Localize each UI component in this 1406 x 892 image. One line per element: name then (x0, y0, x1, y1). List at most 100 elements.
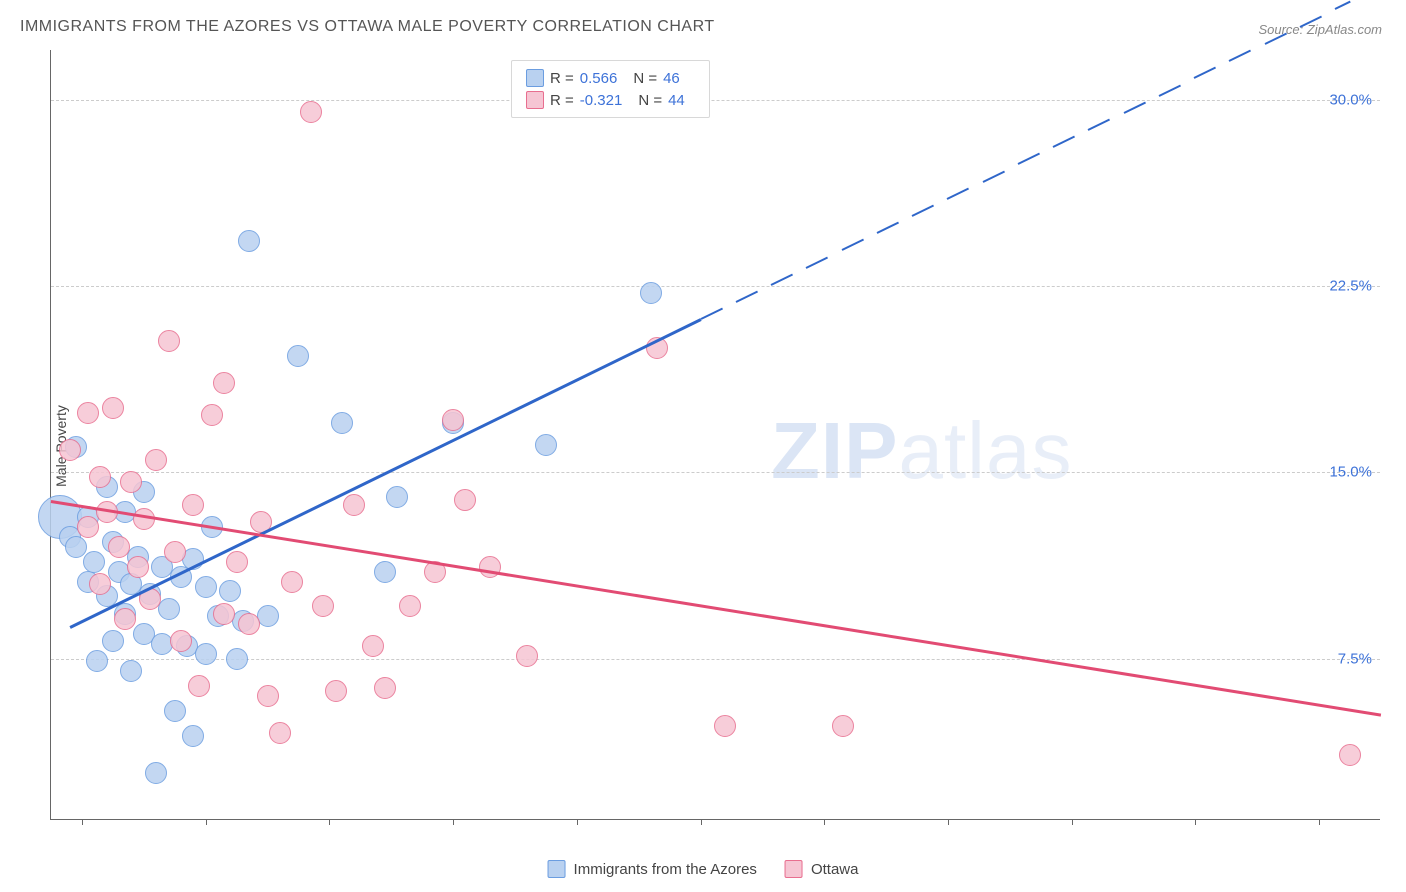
scatter-point-ottawa (201, 404, 223, 426)
scatter-point-ottawa (108, 536, 130, 558)
scatter-point-ottawa (374, 677, 396, 699)
scatter-point-ottawa (59, 439, 81, 461)
watermark-rest: atlas (898, 406, 1072, 495)
plot-area: ZIPatlas 7.5% 15.0% 22.5% 30.0% R = 0.566 N =… (50, 50, 1380, 820)
x-tick (329, 819, 330, 825)
scatter-point-ottawa (213, 603, 235, 625)
scatter-point-ottawa (362, 635, 384, 657)
trendline (1088, 118, 1111, 130)
scatter-point-ottawa (343, 494, 365, 516)
scatter-point-azores (386, 486, 408, 508)
scatter-point-ottawa (281, 571, 303, 593)
x-tick (82, 819, 83, 825)
scatter-point-azores (158, 598, 180, 620)
scatter-point-ottawa (269, 722, 291, 744)
scatter-point-azores (86, 650, 108, 672)
legend-item-ottawa: Ottawa (785, 860, 859, 878)
scatter-point-ottawa (89, 466, 111, 488)
scatter-point-ottawa (325, 680, 347, 702)
scatter-point-ottawa (114, 608, 136, 630)
scatter-point-ottawa (516, 645, 538, 667)
trendline (51, 500, 1381, 716)
scatter-point-ottawa (300, 101, 322, 123)
scatter-point-ottawa (102, 397, 124, 419)
x-tick (453, 819, 454, 825)
scatter-point-ottawa (188, 675, 210, 697)
scatter-point-ottawa (127, 556, 149, 578)
scatter-point-ottawa (226, 551, 248, 573)
scatter-point-azores (219, 580, 241, 602)
stat-val-r: -0.321 (580, 92, 623, 109)
trendline (806, 256, 829, 268)
trendline (1053, 136, 1076, 148)
stats-row-azores: R = 0.566N = 46 (526, 67, 695, 89)
x-tick (206, 819, 207, 825)
scatter-point-azores (374, 561, 396, 583)
scatter-point-azores (83, 551, 105, 573)
y-tick-label: 15.0% (1329, 464, 1372, 481)
scatter-point-azores (145, 762, 167, 784)
bottom-legend: Immigrants from the Azores Ottawa (548, 860, 859, 878)
source-credit: Source: ZipAtlas.com (1258, 22, 1382, 37)
trendline (1017, 153, 1040, 165)
trendline (1158, 84, 1181, 96)
x-tick (701, 819, 702, 825)
scatter-point-azores (640, 282, 662, 304)
trendline (1335, 1, 1351, 10)
scatter-point-azores (287, 345, 309, 367)
scatter-point-ottawa (213, 372, 235, 394)
y-tick-label: 7.5% (1338, 650, 1372, 667)
scatter-point-ottawa (442, 409, 464, 431)
y-tick-label: 22.5% (1329, 277, 1372, 294)
scatter-point-ottawa (714, 715, 736, 737)
scatter-point-azores (182, 725, 204, 747)
scatter-point-azores (164, 700, 186, 722)
gridline-h (51, 472, 1380, 473)
legend-swatch-ottawa (785, 860, 803, 878)
scatter-point-ottawa (454, 489, 476, 511)
stats-row-ottawa: R = -0.321N = 44 (526, 89, 695, 111)
scatter-point-azores (331, 412, 353, 434)
x-tick (1195, 819, 1196, 825)
y-tick-label: 30.0% (1329, 91, 1372, 108)
legend-label-azores: Immigrants from the Azores (574, 861, 757, 878)
x-tick (1072, 819, 1073, 825)
stat-val-r: 0.566 (580, 70, 618, 87)
scatter-point-azores (102, 630, 124, 652)
scatter-point-azores (238, 230, 260, 252)
scatter-point-ottawa (77, 402, 99, 424)
trendline (947, 187, 970, 199)
scatter-point-ottawa (238, 613, 260, 635)
scatter-point-ottawa (182, 494, 204, 516)
scatter-point-ottawa (832, 715, 854, 737)
trendline (912, 205, 935, 217)
scatter-point-ottawa (1339, 744, 1361, 766)
legend-label-ottawa: Ottawa (811, 861, 859, 878)
stat-key-n: N = (638, 92, 662, 109)
scatter-point-azores (195, 576, 217, 598)
trendline (1194, 67, 1217, 79)
trendline (1123, 101, 1146, 113)
stat-key-r: R = (550, 70, 574, 87)
legend-item-azores: Immigrants from the Azores (548, 860, 757, 878)
watermark-bold: ZIP (771, 406, 898, 495)
stat-val-n: 44 (668, 92, 685, 109)
gridline-h (51, 659, 1380, 660)
scatter-point-azores (535, 434, 557, 456)
scatter-point-azores (65, 536, 87, 558)
scatter-point-azores (120, 660, 142, 682)
scatter-point-azores (226, 648, 248, 670)
x-tick (948, 819, 949, 825)
trendline (1229, 50, 1252, 62)
scatter-point-ottawa (77, 516, 99, 538)
scatter-point-ottawa (158, 330, 180, 352)
trendline (700, 308, 723, 320)
scatter-point-ottawa (170, 630, 192, 652)
trendline (982, 170, 1005, 182)
trendline (876, 222, 899, 234)
legend-swatch-azores (548, 860, 566, 878)
stat-key-n: N = (633, 70, 657, 87)
scatter-point-azores (195, 643, 217, 665)
trendline (771, 273, 794, 285)
scatter-point-ottawa (257, 685, 279, 707)
